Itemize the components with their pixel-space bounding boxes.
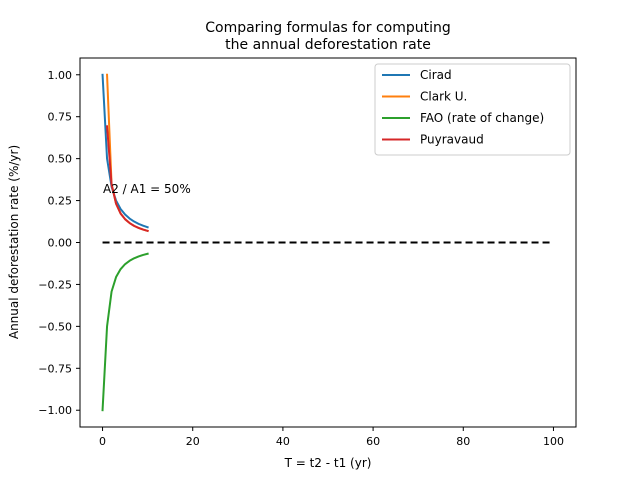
y-tick-label: −1.00 <box>38 404 72 417</box>
x-tick-label: 80 <box>456 435 470 448</box>
chart-title-line-2: the annual deforestation rate <box>225 37 431 53</box>
plot-area <box>101 73 554 412</box>
x-tick-label: 60 <box>366 435 380 448</box>
y-tick-label: −0.75 <box>38 362 72 375</box>
legend-label-1: Cirad <box>420 68 452 82</box>
y-tick-label: 1.00 <box>48 69 73 82</box>
axes: 0 20 40 60 80 100 −1.00 −0.75 −0.50 −0.25 0.00 0.25… <box>38 57 577 448</box>
legend-label-4: Puyravaud <box>420 133 484 147</box>
legend-box <box>374 63 571 156</box>
legend-label-2: Clark U. <box>420 90 467 104</box>
y-tick-label: 0.00 <box>48 237 73 250</box>
series-line-2 <box>106 73 149 233</box>
x-axis-label: T = t2 - t1 (yr) <box>284 456 372 470</box>
x-tick-label: 40 <box>276 435 290 448</box>
series-line-3 <box>101 252 149 412</box>
chart-title-line-1: Comparing formulas for computing <box>205 20 451 36</box>
y-tick-label: 0.25 <box>48 195 73 208</box>
annotation-ratio: A2 / A1 = 50% <box>103 182 191 196</box>
legend: Cirad Clark U. FAO (rate of change) Puyrava… <box>374 63 571 156</box>
y-tick-label: −0.25 <box>38 278 72 291</box>
x-tick-label: 100 <box>543 435 564 448</box>
y-tick-label: 0.75 <box>48 111 73 124</box>
y-tick-label: 0.50 <box>48 153 73 166</box>
legend-label-3: FAO (rate of change) <box>420 111 544 125</box>
y-axis-label: Annual deforestation rate (%/yr) <box>7 145 21 339</box>
series-line-4 <box>105 125 149 233</box>
chart-title: Comparing formulas for computing the ann… <box>205 20 451 53</box>
y-tick-label: −0.50 <box>38 320 72 333</box>
x-tick-label: 20 <box>186 435 200 448</box>
x-tick-label: 0 <box>99 435 106 448</box>
